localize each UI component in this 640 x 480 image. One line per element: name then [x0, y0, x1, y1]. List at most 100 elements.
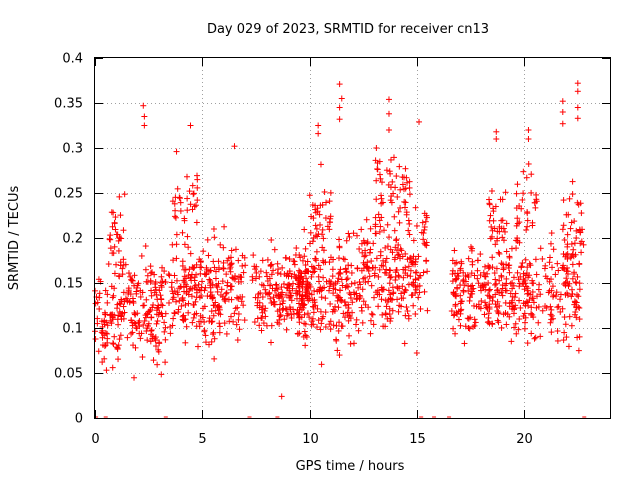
data-point	[166, 272, 173, 279]
data-point	[148, 287, 155, 294]
data-point	[412, 258, 419, 265]
data-point	[474, 267, 481, 274]
data-point	[115, 342, 122, 349]
data-point	[128, 276, 135, 283]
data-point	[162, 279, 169, 286]
data-point	[449, 257, 456, 264]
data-point	[537, 291, 544, 298]
data-point	[314, 305, 321, 312]
data-point	[364, 239, 371, 246]
x-tick-labels: 0 5 10 15 20	[91, 432, 532, 447]
data-point	[457, 300, 464, 307]
data-point	[206, 341, 213, 348]
data-point	[137, 287, 144, 294]
data-point	[360, 265, 367, 272]
data-point	[503, 275, 510, 282]
data-point	[302, 342, 309, 349]
data-point	[382, 310, 389, 317]
data-point	[216, 323, 223, 330]
data-point	[347, 315, 354, 322]
data-point	[375, 273, 382, 280]
data-point	[336, 352, 343, 359]
data-point	[176, 195, 183, 202]
data-point	[275, 291, 282, 298]
data-point	[198, 284, 205, 291]
data-point	[271, 287, 278, 294]
data-point	[574, 104, 581, 111]
data-point	[201, 318, 208, 325]
data-point	[148, 327, 155, 334]
data-point	[224, 282, 231, 289]
y-tick-label: 0.05	[54, 367, 83, 382]
data-point	[404, 256, 411, 263]
data-point	[125, 287, 132, 294]
data-point	[452, 260, 459, 267]
data-point	[423, 258, 430, 265]
data-point	[530, 314, 537, 321]
data-point	[111, 219, 118, 226]
data-point	[138, 252, 145, 259]
data-point	[452, 292, 459, 299]
data-point	[116, 336, 123, 343]
data-point	[147, 263, 154, 270]
data-point	[467, 243, 474, 250]
data-point	[563, 334, 570, 341]
data-point	[158, 371, 165, 378]
data-point	[405, 263, 412, 270]
data-point	[513, 190, 520, 197]
data-point	[532, 334, 539, 341]
data-point	[379, 179, 386, 186]
data-point	[211, 302, 218, 309]
data-point	[547, 303, 554, 310]
data-point	[185, 309, 192, 316]
data-point	[196, 294, 203, 301]
data-point	[177, 199, 184, 206]
data-point	[288, 297, 295, 304]
data-point	[336, 269, 343, 276]
data-point	[506, 269, 513, 276]
data-point	[341, 298, 348, 305]
data-point	[227, 262, 234, 269]
data-point	[319, 285, 326, 292]
data-point	[343, 237, 350, 244]
data-point	[498, 225, 505, 232]
data-point	[356, 292, 363, 299]
data-point	[311, 296, 318, 303]
data-point	[215, 280, 222, 287]
data-point	[406, 178, 413, 185]
data-point	[301, 226, 308, 233]
data-point	[191, 311, 198, 318]
data-point	[335, 255, 342, 262]
data-point	[204, 293, 211, 300]
data-point	[186, 188, 193, 195]
data-point	[401, 288, 408, 295]
data-point	[144, 322, 151, 329]
data-point	[270, 299, 277, 306]
data-point	[346, 332, 353, 339]
data-point	[523, 174, 530, 181]
data-point	[268, 236, 275, 243]
data-point	[301, 253, 308, 260]
data-point	[209, 294, 216, 301]
data-point	[101, 355, 108, 362]
data-point	[181, 288, 188, 295]
data-point	[477, 272, 484, 279]
chart-title: Day 029 of 2023, SRMTID for receiver cn1…	[207, 22, 489, 37]
data-point	[519, 260, 526, 267]
data-point	[112, 226, 119, 233]
data-point	[349, 299, 356, 306]
data-point	[348, 269, 355, 276]
data-point	[576, 280, 583, 287]
data-point	[318, 361, 325, 368]
data-point	[187, 250, 194, 257]
data-point	[464, 272, 471, 279]
data-point	[158, 295, 165, 302]
data-point	[96, 294, 103, 301]
data-point	[336, 244, 343, 251]
data-points	[92, 80, 587, 418]
data-point	[312, 255, 319, 262]
data-point	[114, 301, 121, 308]
data-point	[190, 314, 197, 321]
data-point	[142, 266, 149, 273]
y-tick-label: 0.3	[62, 142, 83, 157]
